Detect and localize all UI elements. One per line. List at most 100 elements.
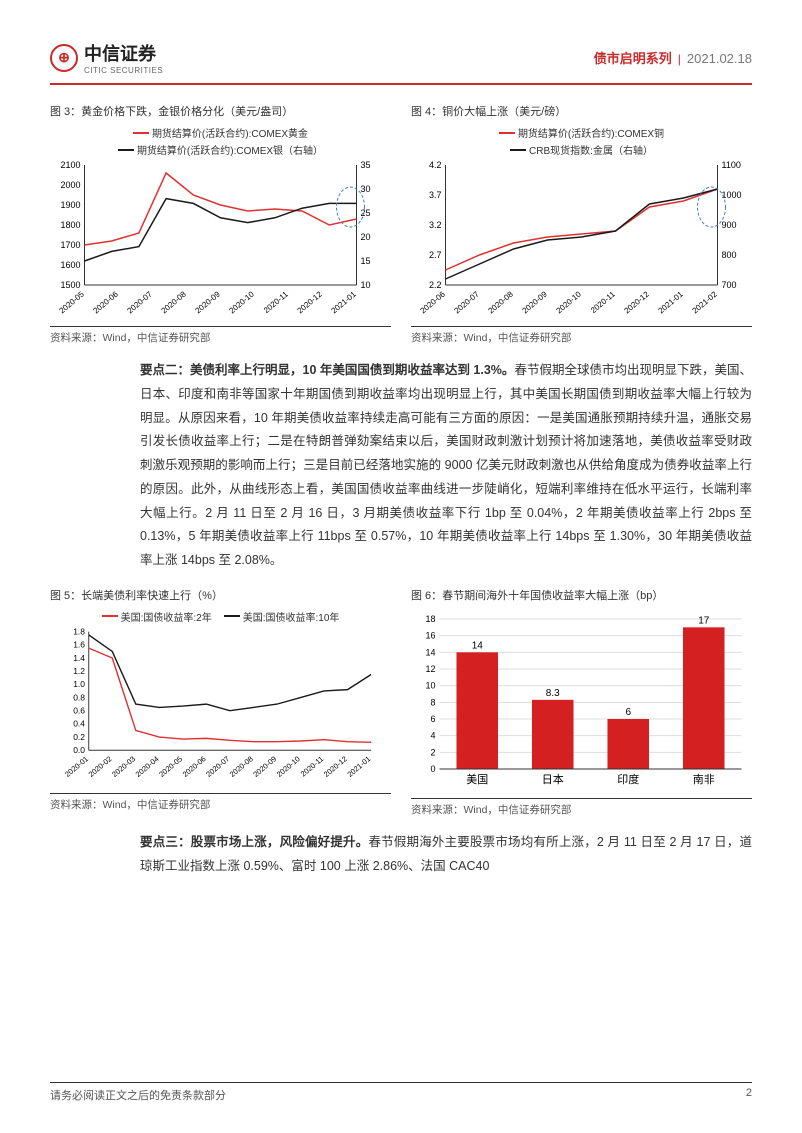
page-header: ⊕ 中信证券 CITIC SECURITIES 债市启明系列 | 2021.02… xyxy=(50,40,752,85)
svg-text:3.7: 3.7 xyxy=(429,190,442,200)
svg-text:0: 0 xyxy=(430,764,435,774)
svg-text:2020-12: 2020-12 xyxy=(623,289,652,315)
chart-4: 图 4：铜价大幅上涨（美元/磅） 期货结算价(活跃合约):COMEX铜 CRB现… xyxy=(411,103,752,345)
chart-5-legend-1: 美国:国债收益率:2年 xyxy=(121,609,212,624)
svg-text:2020-08: 2020-08 xyxy=(160,289,189,315)
svg-text:0.2: 0.2 xyxy=(73,732,85,742)
chart-6-title: 图 6：春节期间海外十年国债收益率大幅上涨（bp） xyxy=(411,587,752,603)
svg-text:1.8: 1.8 xyxy=(73,626,85,636)
svg-text:14: 14 xyxy=(472,640,484,651)
svg-text:1500: 1500 xyxy=(60,280,80,290)
svg-text:4: 4 xyxy=(430,730,435,740)
svg-text:18: 18 xyxy=(425,614,435,624)
logo-icon: ⊕ xyxy=(50,44,78,72)
svg-text:2020-09: 2020-09 xyxy=(521,289,550,315)
chart-4-legend-2-row: CRB现货指数:金属（右轴） xyxy=(411,142,752,157)
chart-4-svg: 2.22.73.23.74.2700800900100011002020-062… xyxy=(411,159,752,319)
header-date: 2021.02.18 xyxy=(687,51,752,66)
svg-text:2020-10: 2020-10 xyxy=(275,754,302,779)
svg-text:2020-06: 2020-06 xyxy=(419,289,448,315)
chart-3-legend-1: 期货结算价(活跃合约):COMEX黄金 xyxy=(152,125,308,140)
svg-text:900: 900 xyxy=(722,220,737,230)
svg-text:2020-06: 2020-06 xyxy=(92,289,121,315)
footer-page-num: 2 xyxy=(746,1087,752,1103)
svg-text:10: 10 xyxy=(425,680,435,690)
para1-lead: 要点二：美债利率上行明显，10 年美国国债到期收益率达到 1.3%。 xyxy=(140,363,514,377)
series-name: 债市启明系列 xyxy=(594,48,672,67)
svg-text:1600: 1600 xyxy=(60,260,80,270)
footer-disclaimer: 请务必阅读正文之后的免责条款部分 xyxy=(50,1087,226,1103)
svg-text:35: 35 xyxy=(361,160,371,170)
svg-text:2.7: 2.7 xyxy=(429,250,442,260)
svg-text:6: 6 xyxy=(625,707,631,718)
svg-text:0.0: 0.0 xyxy=(73,745,85,755)
chart-3-legend: 期货结算价(活跃合约):COMEX黄金 xyxy=(50,125,391,140)
svg-text:20: 20 xyxy=(361,232,371,242)
svg-text:2021-01: 2021-01 xyxy=(345,754,372,779)
svg-text:0.6: 0.6 xyxy=(73,705,85,715)
svg-text:2020-08: 2020-08 xyxy=(487,289,516,315)
svg-text:2020-10: 2020-10 xyxy=(228,289,257,315)
svg-text:南非: 南非 xyxy=(693,773,715,786)
chart-5: 图 5：长端美债利率快速上行（%） 美国:国债收益率:2年 美国:国债收益率:1… xyxy=(50,587,391,817)
svg-text:700: 700 xyxy=(722,280,737,290)
svg-text:2021-01: 2021-01 xyxy=(657,289,686,315)
svg-text:3.2: 3.2 xyxy=(429,220,442,230)
svg-text:2020-08: 2020-08 xyxy=(228,754,255,779)
chart-3-svg: 1500160017001800190020002100101520253035… xyxy=(50,159,391,319)
svg-text:2020-07: 2020-07 xyxy=(126,289,155,315)
svg-text:2020-05: 2020-05 xyxy=(58,289,87,315)
svg-text:2020-11: 2020-11 xyxy=(299,754,325,778)
svg-text:25: 25 xyxy=(361,208,371,218)
svg-text:17: 17 xyxy=(698,615,710,626)
svg-text:10: 10 xyxy=(361,280,371,290)
svg-text:15: 15 xyxy=(361,256,371,266)
logo-text-en: CITIC SECURITIES xyxy=(84,66,163,75)
svg-text:日本: 日本 xyxy=(542,772,564,786)
chart-3-legend-2-row: 期货结算价(活跃合约):COMEX银（右轴） xyxy=(50,142,391,157)
svg-text:2020-02: 2020-02 xyxy=(87,754,114,779)
svg-text:1.6: 1.6 xyxy=(73,639,85,649)
svg-text:2020-09: 2020-09 xyxy=(251,754,278,779)
para2-lead: 要点三：股票市场上涨，风险偏好提升。 xyxy=(140,835,368,849)
chart-6-source: 资料来源：Wind，中信证券研究部 xyxy=(411,798,752,817)
svg-text:12: 12 xyxy=(425,664,435,674)
chart-5-source: 资料来源：Wind，中信证券研究部 xyxy=(50,793,391,812)
svg-text:16: 16 xyxy=(425,630,435,640)
svg-text:2020-10: 2020-10 xyxy=(555,289,584,315)
svg-text:1000: 1000 xyxy=(722,190,742,200)
svg-text:印度: 印度 xyxy=(617,772,639,786)
svg-text:2.2: 2.2 xyxy=(429,280,442,290)
svg-text:2020-11: 2020-11 xyxy=(589,289,617,315)
chart-5-legend: 美国:国债收益率:2年 美国:国债收益率:10年 xyxy=(50,609,391,624)
charts-row-2: 图 5：长端美债利率快速上行（%） 美国:国债收益率:2年 美国:国债收益率:1… xyxy=(50,587,752,817)
svg-text:2021-01: 2021-01 xyxy=(330,289,359,315)
page-footer: 请务必阅读正文之后的免责条款部分 2 xyxy=(50,1082,752,1103)
chart-4-legend-1: 期货结算价(活跃合约):COMEX铜 xyxy=(518,125,664,140)
chart-5-svg: 0.00.20.40.60.81.01.21.41.61.82020-01202… xyxy=(50,626,391,786)
svg-text:2020-04: 2020-04 xyxy=(134,754,161,779)
svg-text:14: 14 xyxy=(425,647,435,657)
svg-text:6: 6 xyxy=(430,714,435,724)
svg-text:2020-03: 2020-03 xyxy=(110,754,137,779)
svg-text:1.4: 1.4 xyxy=(73,653,85,663)
chart-3-source: 资料来源：Wind，中信证券研究部 xyxy=(50,326,391,345)
svg-text:2020-07: 2020-07 xyxy=(453,289,482,315)
chart-5-legend-2: 美国:国债收益率:10年 xyxy=(243,609,340,624)
chart-6: 图 6：春节期间海外十年国债收益率大幅上涨（bp） 02468101214161… xyxy=(411,587,752,817)
svg-text:1800: 1800 xyxy=(60,220,80,230)
svg-text:1.0: 1.0 xyxy=(73,679,85,689)
svg-text:30: 30 xyxy=(361,184,371,194)
svg-text:2020-12: 2020-12 xyxy=(296,289,325,315)
chart-3: 图 3：黄金价格下跌，金银价格分化（美元/盎司） 期货结算价(活跃合约):COM… xyxy=(50,103,391,345)
svg-text:2020-12: 2020-12 xyxy=(322,754,349,779)
svg-text:800: 800 xyxy=(722,250,737,260)
svg-text:1100: 1100 xyxy=(722,160,741,170)
svg-text:2020-05: 2020-05 xyxy=(157,754,184,779)
chart-4-legend-2: CRB现货指数:金属（右轴） xyxy=(529,142,653,157)
paragraph-block-1: 要点二：美债利率上行明显，10 年美国国债到期收益率达到 1.3%。春节假期全球… xyxy=(140,359,752,573)
chart-3-legend-2: 期货结算价(活跃合约):COMEX银（右轴） xyxy=(137,142,323,157)
header-separator: | xyxy=(678,52,681,66)
header-right: 债市启明系列 | 2021.02.18 xyxy=(594,48,752,67)
svg-text:0.4: 0.4 xyxy=(73,718,85,728)
